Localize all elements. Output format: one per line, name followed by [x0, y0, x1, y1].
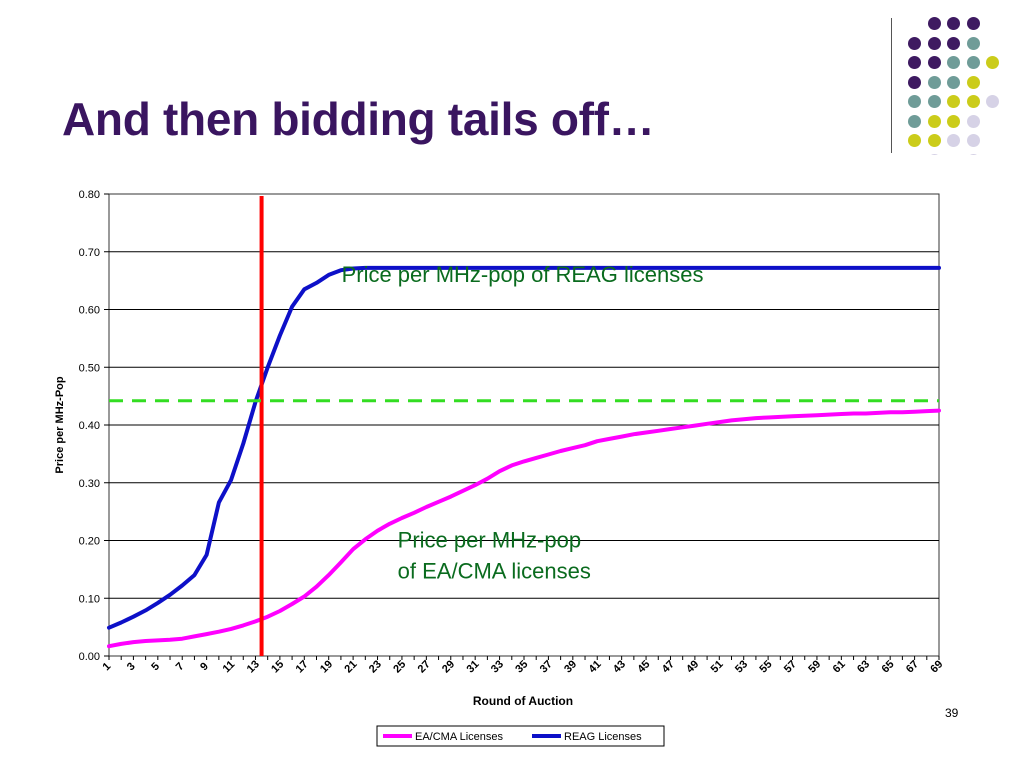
x-tick-label: 19: [318, 658, 335, 675]
decorative-dot: [966, 17, 980, 30]
y-tick-label: 0.50: [79, 362, 100, 374]
slide-number: 39: [945, 706, 959, 720]
x-tick-label: 1: [100, 660, 113, 673]
y-tick-label: 0.40: [79, 420, 100, 432]
x-tick-label: 47: [660, 658, 677, 675]
x-tick-label: 69: [928, 658, 945, 675]
x-tick-label: 39: [562, 658, 579, 675]
decorative-dot: [908, 134, 921, 147]
x-tick-label: 65: [879, 658, 896, 675]
decorative-dot: [947, 17, 960, 30]
legend: EA/CMA Licenses REAG Licenses: [376, 725, 665, 747]
decorative-dot: [947, 75, 960, 89]
decorative-divider: [891, 18, 892, 153]
decorative-dot: [908, 95, 921, 108]
decorative-dot: [947, 36, 960, 50]
legend-label-reag: REAG Licenses: [564, 731, 642, 743]
x-tick-label: 17: [294, 658, 311, 675]
decorative-dot: [947, 95, 960, 108]
legend-label-ea-cma: EA/CMA Licenses: [415, 731, 504, 743]
decorative-dot: [908, 75, 921, 89]
reference-lines: [109, 196, 939, 656]
x-tick-label: 25: [391, 658, 408, 675]
decorative-dot: [927, 153, 941, 155]
decorative-dot: [927, 95, 941, 108]
x-tick-label: 11: [221, 659, 238, 676]
x-tick-label: 55: [757, 658, 774, 675]
x-tick-label: 61: [831, 658, 848, 675]
decorative-dot: [966, 75, 980, 89]
slide-title: And then bidding tails off…: [62, 93, 655, 145]
decorative-dot: [908, 114, 921, 128]
decorative-dot: [986, 56, 999, 69]
annotations: Price per MHz-pop of REAG licenses Price …: [342, 262, 704, 584]
decorative-dot: [908, 56, 921, 69]
decorative-dot: [927, 114, 941, 128]
series-line-ea-cma: [107, 408, 941, 649]
x-tick-labels: 1 3 5 7 9 11 13 15 17 19 21 23 25 27 29 31 33 35 37 39 41 43 4…: [100, 656, 945, 675]
x-tick-label: 33: [489, 658, 506, 675]
annotation-text: Price per MHz-pop of REAG licenses: [342, 262, 704, 287]
series-line-reag: [107, 265, 941, 630]
x-tick-label: 37: [538, 658, 555, 675]
decorative-dot: [966, 36, 980, 50]
decorative-dot: [908, 36, 921, 50]
decorative-dot-grid: [904, 10, 1024, 155]
decorative-dot: [927, 75, 941, 89]
annotation-text: Price per MHz-pop: [398, 528, 581, 553]
y-tick-label: 0.10: [79, 593, 100, 605]
x-axis-label: Round of Auction: [473, 694, 573, 708]
annotation-text: of EA/CMA licenses: [398, 559, 591, 584]
x-tick-label: 67: [904, 658, 921, 675]
x-tick-label: 45: [635, 658, 652, 675]
x-tick-label: 13: [245, 658, 262, 675]
x-tick-label: 35: [513, 658, 530, 675]
decorative-dot: [947, 134, 960, 147]
x-tick-label: 7: [174, 660, 187, 673]
x-tick-label: 5: [149, 660, 162, 673]
x-tick-label: 23: [367, 658, 384, 675]
decorative-dot: [966, 114, 980, 128]
decorative-dot: [947, 56, 960, 69]
x-tick-label: 21: [342, 658, 359, 675]
x-tick-label: 59: [806, 658, 823, 675]
x-tick-label: 43: [611, 658, 628, 675]
y-tick-label: 0.20: [79, 536, 100, 548]
decorative-dot: [986, 95, 999, 108]
x-tick-label: 3: [125, 660, 138, 673]
legend-box: [376, 725, 665, 747]
decorative-dot: [927, 36, 941, 50]
x-tick-label: 29: [440, 658, 457, 675]
x-tick-label: 51: [709, 658, 726, 675]
decorative-dot: [966, 56, 980, 69]
y-tick-label: 0.00: [79, 651, 100, 663]
x-tick-label: 53: [733, 658, 750, 675]
x-tick-label: 49: [684, 658, 701, 675]
y-axis-label: Price per MHz-Pop: [54, 376, 66, 473]
x-tick-label: 31: [464, 658, 481, 675]
decorative-dot: [966, 134, 980, 147]
y-tick-label: 0.30: [79, 478, 100, 490]
x-tick-label: 41: [587, 658, 604, 675]
y-tick-label: 0.70: [79, 247, 100, 259]
x-tick-label: 27: [416, 658, 433, 675]
x-tick-label: 63: [855, 658, 872, 675]
decorative-dot: [927, 134, 941, 147]
y-tick-label: 0.80: [79, 189, 100, 201]
x-tick-label: 15: [269, 658, 286, 675]
x-tick-label: 9: [198, 660, 211, 673]
series-lines: [107, 265, 941, 649]
decorative-dot: [966, 95, 980, 108]
decorative-dot: [927, 56, 941, 69]
y-tick-label: 0.60: [79, 305, 100, 317]
decorative-dot: [927, 17, 941, 30]
decorative-dot: [947, 114, 960, 128]
decorative-dot: [966, 153, 980, 155]
y-tick-labels: 0.00 0.10 0.20 0.30 0.40 0.50 0.60 0.70 0.80: [79, 189, 109, 663]
x-tick-label: 57: [782, 658, 799, 675]
